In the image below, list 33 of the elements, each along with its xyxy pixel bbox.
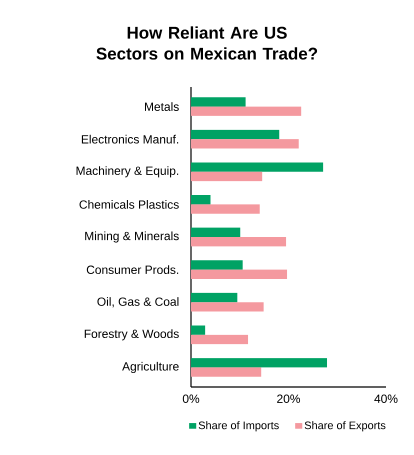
y-tick-label: Electronics Manuf. [82, 134, 178, 144]
y-tick-label: Metals [145, 102, 179, 111]
y-tick-label: Mining & Minerals [85, 231, 179, 243]
bar [191, 130, 280, 140]
bar [191, 237, 286, 246]
bar [191, 260, 243, 270]
x-tick-label: 40% [374, 394, 398, 403]
chart-title: How Reliant Are US Sectors on Mexican Trade? [96, 26, 318, 60]
bar [191, 367, 262, 377]
y-tick-label: Oil, Gas & Coal [97, 297, 178, 308]
bar [191, 97, 246, 107]
bar [191, 270, 288, 279]
bar [191, 325, 206, 335]
bar [191, 195, 210, 204]
bar [191, 302, 264, 312]
bar [191, 228, 240, 237]
y-tick-label: Chemicals Plastics [80, 200, 179, 209]
y-tick-label: Agriculture [122, 362, 179, 374]
x-tick-label: 20% [277, 394, 300, 403]
legend-label: Share of Exports [304, 421, 386, 432]
y-tick-label: Forestry & Woods [84, 329, 179, 340]
bar [191, 106, 302, 116]
bar [191, 358, 328, 368]
bar [191, 334, 248, 344]
legend-label: Share of Imports [198, 421, 279, 432]
y-tick-label: Consumer Prods. [86, 265, 178, 274]
bar [191, 292, 238, 302]
y-tick-label: Machinery & Equip. [76, 166, 178, 178]
bar [191, 172, 262, 182]
bar [191, 162, 324, 172]
x-tick-label: 0% [182, 394, 200, 403]
bar [191, 139, 299, 149]
bar [191, 204, 260, 214]
